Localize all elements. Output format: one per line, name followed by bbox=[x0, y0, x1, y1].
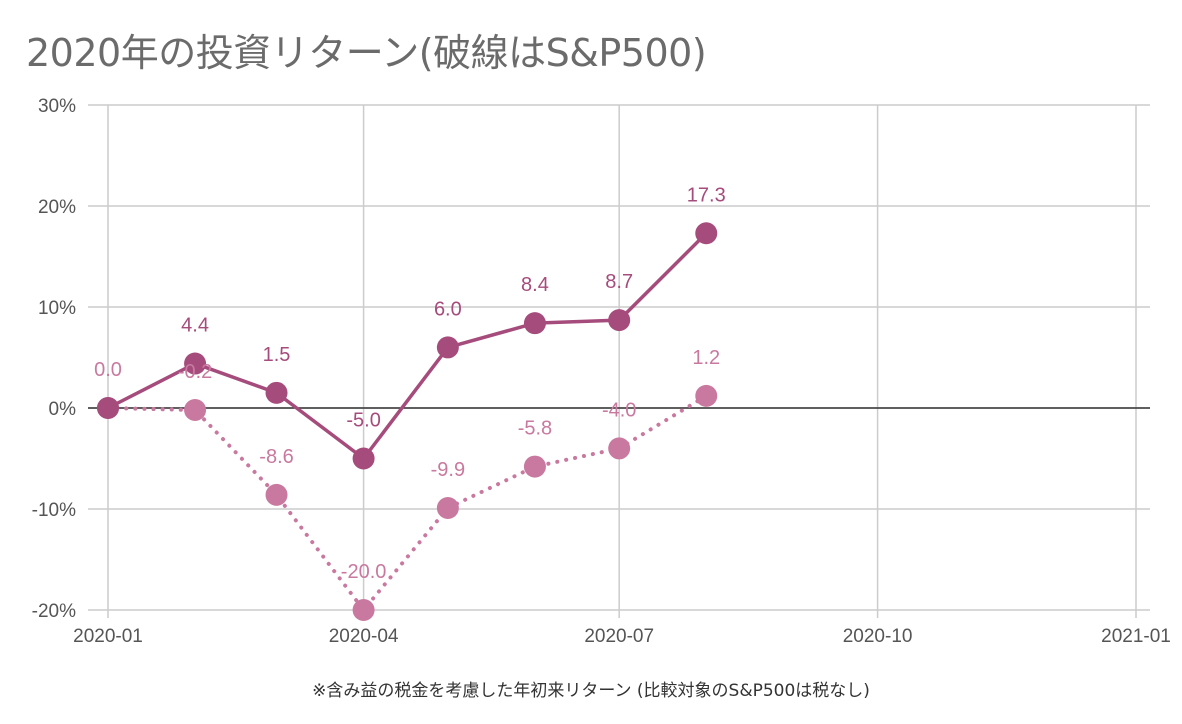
data-label: 17.3 bbox=[687, 184, 726, 206]
data-label: 0.0 bbox=[94, 359, 122, 381]
y-tick-label: 10% bbox=[38, 298, 76, 319]
gridlines bbox=[88, 104, 1150, 618]
y-tick-label: 0% bbox=[49, 399, 77, 420]
data-label: -8.6 bbox=[259, 446, 293, 468]
y-tick-label: -10% bbox=[32, 500, 76, 521]
data-label: 6.0 bbox=[434, 298, 462, 320]
x-tick-label: 2020-01 bbox=[73, 626, 143, 647]
data-point bbox=[523, 312, 546, 335]
x-tick-label: 2020-04 bbox=[329, 626, 399, 647]
data-point bbox=[265, 483, 288, 506]
data-label: 8.7 bbox=[605, 271, 633, 293]
series-line-solid bbox=[106, 231, 709, 461]
data-label: 1.2 bbox=[692, 347, 720, 369]
data-point bbox=[352, 447, 375, 470]
data-point bbox=[265, 381, 288, 404]
y-tick-label: 30% bbox=[38, 96, 76, 117]
data-point bbox=[436, 496, 459, 519]
data-point bbox=[184, 352, 207, 375]
data-point bbox=[523, 455, 546, 478]
series-line-dotted bbox=[106, 393, 709, 612]
data-point bbox=[608, 437, 631, 460]
chart-title: 2020年の投資リターン(破線はS&P500) bbox=[26, 31, 707, 75]
data-label: -9.9 bbox=[431, 459, 465, 481]
data-point bbox=[184, 399, 207, 422]
data-label: 1.5 bbox=[263, 344, 291, 366]
data-label: 4.4 bbox=[181, 315, 209, 337]
x-tick-label: 2020-10 bbox=[843, 626, 913, 647]
data-point bbox=[695, 222, 718, 245]
x-tick-label: 2020-07 bbox=[584, 626, 654, 647]
y-tick-label: -20% bbox=[32, 601, 76, 622]
data-label: -0.2 bbox=[178, 361, 212, 383]
y-tick-label: 20% bbox=[38, 197, 76, 218]
data-point bbox=[436, 336, 459, 359]
data-point bbox=[97, 397, 119, 419]
data-labels: 4.4 1.5 -5.0 6.0 8.4 8.7 17.3 0.0 -0.2 -8.6 -20.0 -… bbox=[94, 184, 726, 583]
data-label: -5.8 bbox=[518, 418, 552, 440]
data-label: -4.0 bbox=[602, 399, 636, 421]
data-point bbox=[608, 309, 631, 332]
data-point bbox=[352, 599, 375, 621]
data-label: -20.0 bbox=[341, 561, 387, 583]
data-label: -5.0 bbox=[346, 410, 380, 432]
series-layer bbox=[97, 222, 718, 621]
x-tick-label: 2021-01 bbox=[1101, 626, 1171, 647]
data-point bbox=[695, 384, 718, 407]
axes: 30% 20% 10% 0% -10% -20% 2020-01 2020-04 2020-07… bbox=[32, 96, 1171, 647]
data-label: 8.4 bbox=[521, 274, 549, 296]
x-axis-title: ※含み益の税金を考慮した年初来リターン (比較対象のS&P500は税なし) bbox=[312, 681, 870, 701]
